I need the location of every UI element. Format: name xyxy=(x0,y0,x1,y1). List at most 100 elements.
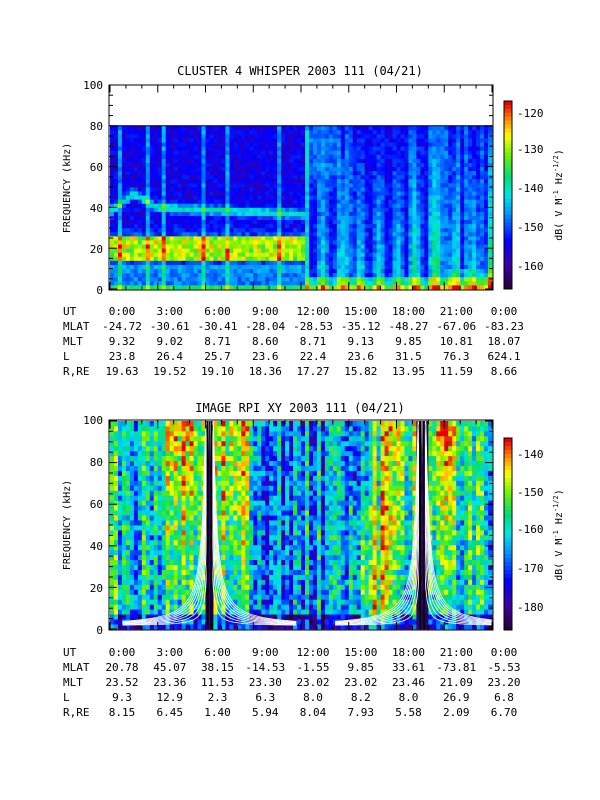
panel1-cell xyxy=(480,158,485,163)
panel1-cell xyxy=(261,129,266,135)
panel2-cell xyxy=(121,594,127,600)
panel1-cell xyxy=(269,264,274,269)
panel1-cell xyxy=(185,125,190,131)
panel1-cell xyxy=(344,264,350,269)
panel2-cell xyxy=(141,495,147,501)
panel1-cell xyxy=(233,203,238,208)
panel1-cell xyxy=(308,211,314,216)
panel1-cell xyxy=(304,252,310,257)
panel1-cell xyxy=(344,178,350,184)
panel2-cell xyxy=(161,475,167,481)
panel2-cell xyxy=(133,430,139,437)
panel1-cell xyxy=(193,244,198,249)
panel2-cell xyxy=(113,495,119,501)
panel2-cell xyxy=(137,569,143,575)
panel1-cell xyxy=(336,174,342,180)
panel1-cell xyxy=(364,280,370,286)
panel2-cell xyxy=(125,505,131,511)
panel2-cell xyxy=(173,510,179,516)
panel2-cell xyxy=(133,435,139,442)
panel1-cell xyxy=(400,191,405,196)
panel1-cell xyxy=(332,142,338,147)
colorbar-segment xyxy=(504,128,512,133)
panel1-cell xyxy=(110,248,115,253)
panel2-cell xyxy=(137,515,143,521)
panel1-cell xyxy=(336,199,342,204)
panel1-cell xyxy=(316,125,322,131)
panel1-cell xyxy=(225,240,230,245)
panel2-cell xyxy=(145,549,151,556)
panel1-cell xyxy=(165,187,171,192)
panel1-cell xyxy=(352,264,358,269)
panel1-cell xyxy=(193,138,198,143)
panel1-cell xyxy=(145,182,151,188)
panel1-cell xyxy=(488,280,493,286)
panel1-cell xyxy=(356,215,362,221)
panel1-cell xyxy=(432,235,437,241)
panel1-cell xyxy=(213,158,218,163)
panel1-cell xyxy=(257,146,262,151)
panel1-cell xyxy=(245,154,250,159)
panel1-cell xyxy=(133,142,139,147)
panel1-cell xyxy=(293,264,298,269)
panel1-cell xyxy=(169,284,175,290)
panel2-cell xyxy=(153,549,159,556)
panel2-cell xyxy=(117,445,123,452)
panel1-cell xyxy=(432,125,437,131)
panel1-cell xyxy=(121,219,127,225)
panel1-cell xyxy=(444,268,449,274)
panel2-cell xyxy=(165,480,171,486)
panel1-cell xyxy=(133,264,139,269)
panel1-cell xyxy=(185,215,190,221)
panel1-cell xyxy=(460,248,465,253)
panel1-cell xyxy=(460,231,465,237)
panel1-cell xyxy=(320,284,326,290)
panel1-cell xyxy=(181,223,187,229)
panel1-cell xyxy=(336,219,342,225)
panel1-cell xyxy=(448,211,453,216)
panel1-cell xyxy=(472,203,477,208)
panel1-cell xyxy=(436,223,441,229)
panel1-cell xyxy=(444,158,449,163)
panel1-cell xyxy=(177,154,183,159)
panel1-cell xyxy=(153,133,159,139)
panel1-cell xyxy=(217,129,222,135)
panel2-cell xyxy=(169,624,175,630)
panel2-cell xyxy=(125,425,131,432)
panel1-cell xyxy=(173,252,179,257)
panel2-cell xyxy=(169,421,175,427)
panel1-cell xyxy=(125,146,131,151)
panel1-cell xyxy=(360,272,366,278)
panel1-cell xyxy=(161,235,167,241)
panel1-cell xyxy=(480,223,485,229)
panel1-cell xyxy=(185,280,190,286)
panel2-cell xyxy=(117,435,123,442)
panel1-cell xyxy=(304,215,310,221)
panel1-cell xyxy=(372,252,378,257)
panel1-cell xyxy=(460,256,465,261)
panel1-cell xyxy=(436,142,441,147)
panel1-cell xyxy=(328,154,334,159)
panel1-cell xyxy=(181,125,187,131)
panel1-cell xyxy=(488,203,493,208)
panel1-cell xyxy=(364,191,370,196)
panel1-cell xyxy=(165,178,171,184)
panel1-cell xyxy=(332,138,338,143)
panel1-cell xyxy=(336,240,342,245)
panel1-cell xyxy=(428,158,433,163)
panel1-cell xyxy=(205,174,210,180)
panel1-cell xyxy=(336,276,342,282)
panel2-cell xyxy=(125,529,131,536)
panel1-cell xyxy=(304,158,310,163)
panel1-cell xyxy=(233,199,238,204)
panel2-cell xyxy=(169,485,175,491)
panel1-cell xyxy=(301,272,306,278)
panel2-cell xyxy=(137,520,143,526)
panel1-cell xyxy=(340,129,346,135)
panel2-cell xyxy=(193,515,198,521)
panel1-cell xyxy=(484,252,489,257)
panel1-cell xyxy=(113,174,119,180)
panel2-cell xyxy=(193,624,198,630)
panel1-cell xyxy=(161,248,167,253)
panel2-cell xyxy=(157,500,163,506)
